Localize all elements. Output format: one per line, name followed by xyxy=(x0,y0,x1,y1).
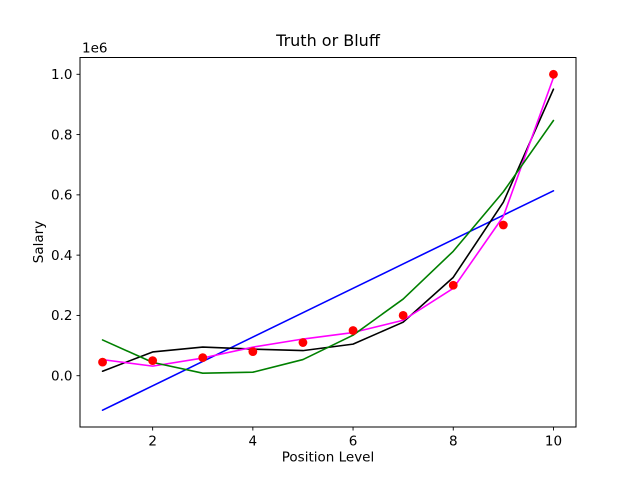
chart-title: Truth or Bluff xyxy=(275,31,381,50)
red-data-points xyxy=(549,69,558,79)
green-curve xyxy=(101,119,555,374)
x-tick-label: 8 xyxy=(449,434,458,450)
scatter-layer xyxy=(98,69,558,367)
line-series-layer xyxy=(101,76,555,412)
x-axis-label: Position Level xyxy=(282,450,375,466)
plot-border xyxy=(79,57,577,428)
red-data-points xyxy=(348,326,358,335)
plot-area xyxy=(80,57,576,427)
red-data-points xyxy=(498,220,508,230)
red-data-points xyxy=(198,353,208,363)
red-data-points xyxy=(248,347,258,356)
y-axis-offset-label: 1e6 xyxy=(82,41,107,57)
y-tick-label: 0.2 xyxy=(51,308,72,324)
y-tick-label: 0.6 xyxy=(51,188,72,204)
x-tick-label: 2 xyxy=(148,434,157,450)
x-tick-label: 6 xyxy=(349,434,358,450)
magenta-curve xyxy=(101,76,555,367)
red-data-points xyxy=(298,338,308,347)
red-data-points xyxy=(398,311,408,320)
y-axis-label: Salary xyxy=(31,221,47,263)
red-data-points xyxy=(148,356,158,366)
red-data-points xyxy=(448,280,458,290)
x-tick-label: 10 xyxy=(545,434,562,450)
axis-ticks-layer: 2 4 6 8 10 0.0 0.2 0.4 0.6 0.8 1.0 xyxy=(51,67,562,449)
y-tick-label: 0.8 xyxy=(51,127,72,143)
red-data-points xyxy=(98,357,107,367)
y-tick-label: 0.0 xyxy=(51,369,72,385)
y-tick-label: 0.4 xyxy=(51,248,72,264)
y-tick-label: 1.0 xyxy=(51,67,72,83)
blue-straight-line xyxy=(101,190,555,412)
x-tick-label: 4 xyxy=(249,434,258,450)
